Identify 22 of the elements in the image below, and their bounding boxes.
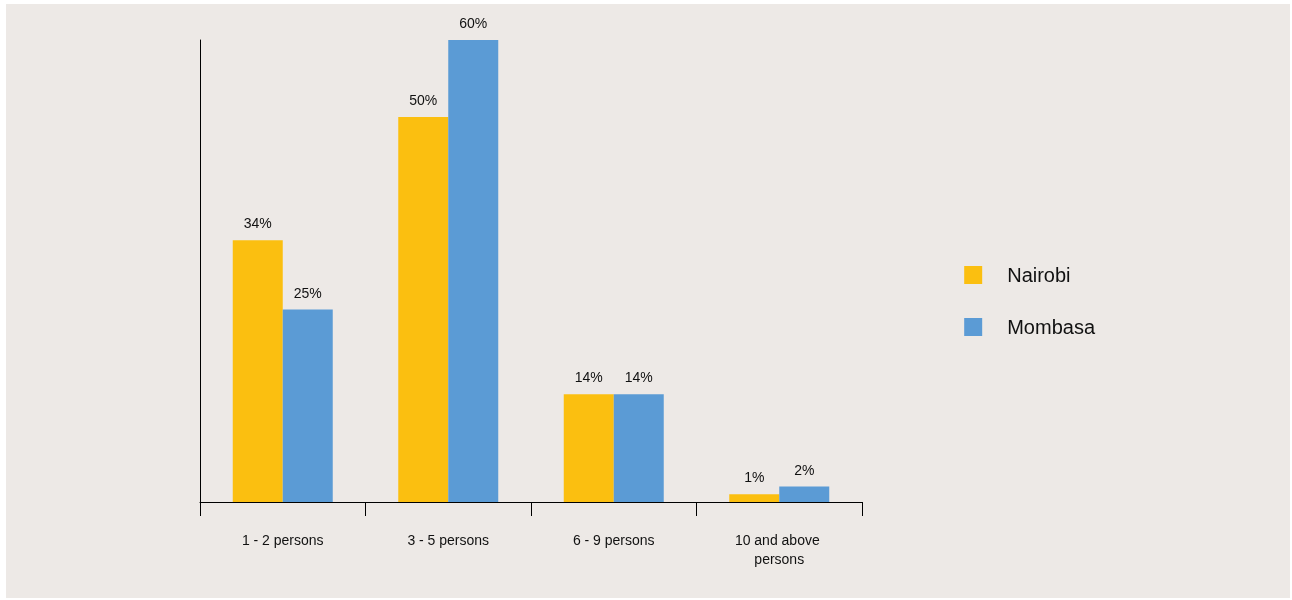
data-label: 14% bbox=[624, 369, 653, 386]
bar bbox=[729, 494, 780, 502]
x-tick-label: 3 - 5 persons bbox=[407, 531, 490, 548]
data-label: 1% bbox=[744, 469, 765, 486]
x-tick-label: 6 - 9 persons bbox=[572, 531, 655, 548]
data-label: 34% bbox=[243, 215, 272, 232]
bar bbox=[779, 486, 830, 502]
bar bbox=[448, 40, 499, 502]
data-label: 60% bbox=[459, 15, 488, 31]
data-label: 50% bbox=[409, 92, 438, 108]
bar bbox=[563, 394, 614, 502]
data-label: 2% bbox=[794, 461, 815, 478]
bar bbox=[613, 394, 664, 502]
x-tick-label: 1 - 2 persons bbox=[241, 531, 324, 548]
legend-label: Nairobi bbox=[1007, 264, 1071, 286]
data-label: 14% bbox=[574, 369, 603, 386]
bar bbox=[282, 309, 333, 502]
bar bbox=[398, 117, 449, 502]
data-label: 25% bbox=[293, 284, 322, 301]
legend-label: Mombasa bbox=[1007, 316, 1096, 338]
bar bbox=[232, 240, 283, 502]
x-tick-label: 10 and above persons bbox=[734, 531, 824, 567]
